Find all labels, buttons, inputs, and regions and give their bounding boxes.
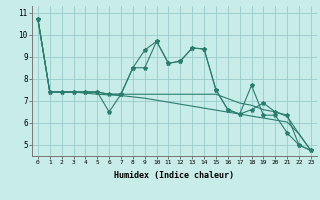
X-axis label: Humidex (Indice chaleur): Humidex (Indice chaleur) — [115, 171, 234, 180]
